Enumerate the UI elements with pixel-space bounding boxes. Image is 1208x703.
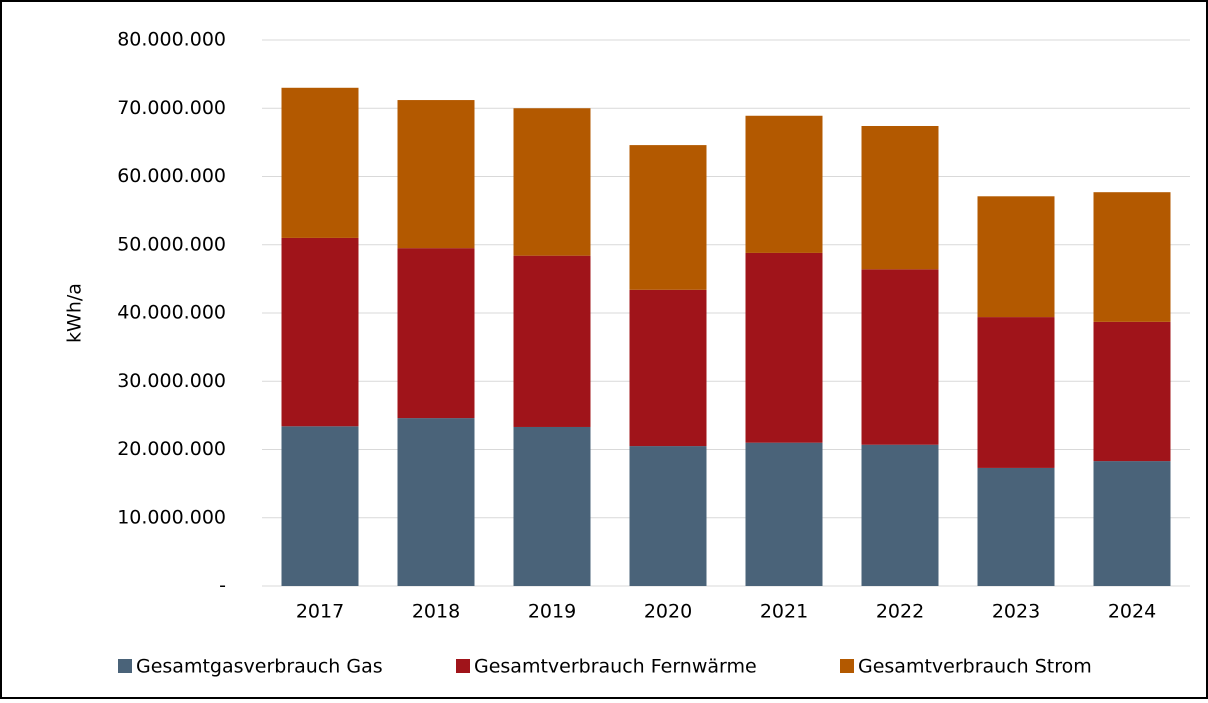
bar-segment	[977, 467, 1055, 586]
x-tick-label: 2017	[296, 601, 344, 623]
bar-segment	[745, 442, 823, 586]
bar-segment	[397, 248, 475, 419]
y-tick-label: 20.000.000	[117, 438, 226, 460]
x-tick-label: 2021	[760, 601, 808, 623]
bar-segment	[629, 289, 707, 447]
legend-swatch	[456, 659, 470, 673]
y-tick-label: 50.000.000	[117, 233, 226, 255]
x-tick-label: 2023	[992, 601, 1040, 623]
bar-segment	[745, 115, 823, 253]
y-tick-label: 60.000.000	[117, 165, 226, 187]
bar-segment	[281, 426, 359, 586]
bar-segment	[861, 444, 939, 586]
y-tick-label: -	[219, 575, 226, 597]
bar-segment	[977, 196, 1055, 318]
bar-segment	[513, 426, 591, 586]
bar-segment	[281, 87, 359, 238]
x-tick-label: 2020	[644, 601, 692, 623]
y-tick-label: 30.000.000	[117, 370, 226, 392]
bar-segment	[1093, 461, 1171, 586]
y-tick-label: 10.000.000	[117, 506, 226, 528]
bar-segment	[513, 255, 591, 427]
y-tick-label: 80.000.000	[117, 29, 226, 51]
bar-segment	[977, 317, 1055, 468]
legend-swatch	[840, 659, 854, 673]
y-tick-label: 40.000.000	[117, 302, 226, 324]
x-tick-label: 2019	[528, 601, 576, 623]
x-tick-label: 2018	[412, 601, 460, 623]
bar-segment	[397, 100, 475, 249]
bar-segment	[861, 125, 939, 270]
bar-segment	[861, 269, 939, 445]
y-axis-label: kWh/a	[64, 283, 86, 343]
bar-segment	[629, 446, 707, 586]
x-tick-label: 2022	[876, 601, 924, 623]
x-tick-label: 2024	[1108, 601, 1156, 623]
legend-label: Gesamtverbrauch Strom	[858, 656, 1092, 678]
bar-segment	[745, 252, 823, 443]
legend-label: Gesamtgasverbrauch Gas	[136, 656, 383, 678]
bar-segment	[1093, 321, 1171, 462]
bar-segment	[629, 145, 707, 290]
bar-segment	[1093, 192, 1171, 322]
bar-segment	[281, 237, 359, 427]
legend-swatch	[118, 659, 132, 673]
y-tick-label: 70.000.000	[117, 97, 226, 119]
bar-segment	[513, 108, 591, 256]
bar-segment	[397, 418, 475, 586]
legend-label: Gesamtverbrauch Fernwärme	[474, 656, 757, 678]
